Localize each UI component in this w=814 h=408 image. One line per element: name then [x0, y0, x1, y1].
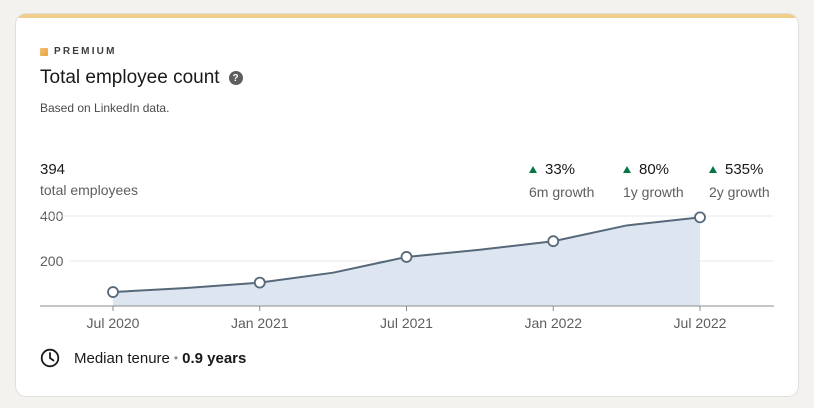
- data-point: [107, 286, 119, 298]
- premium-badge: PREMIUM: [40, 46, 117, 57]
- premium-accent-bar: [16, 14, 798, 18]
- data-point: [400, 251, 413, 263]
- growth-2y-value: 535%: [725, 161, 764, 178]
- x-tick-label: Jan 2022: [524, 315, 582, 331]
- card-header: Total employee count ?: [40, 67, 243, 89]
- total-employee-count: 394: [40, 161, 66, 178]
- premium-label: PREMIUM: [54, 46, 117, 57]
- growth-1y-label: 1y growth: [623, 184, 684, 200]
- up-arrow-icon: [529, 166, 537, 173]
- y-tick-label: 200: [40, 253, 64, 269]
- growth-1y: 80% 1y growth: [623, 161, 684, 200]
- separator-dot: •: [173, 351, 179, 365]
- median-tenure-label: Median tenure: [74, 349, 170, 367]
- total-employee-label: total employees: [40, 182, 139, 198]
- x-tick-label: Jul 2020: [87, 315, 140, 331]
- growth-6m-label: 6m growth: [529, 184, 595, 200]
- up-arrow-icon: [623, 166, 631, 173]
- x-tick-label: Jul 2021: [380, 315, 433, 331]
- x-tick-label: Jan 2021: [231, 315, 289, 331]
- card-subtitle: Based on LinkedIn data.: [40, 101, 170, 115]
- card-title: Total employee count: [40, 67, 220, 88]
- data-point: [694, 211, 706, 224]
- up-arrow-icon: [709, 166, 717, 173]
- x-tick-label: Jul 2022: [674, 315, 727, 331]
- growth-1y-value: 80%: [639, 161, 670, 178]
- growth-2y-label: 2y growth: [709, 184, 770, 200]
- employee-count-card: PREMIUM Total employee count ? Based on …: [16, 14, 798, 396]
- question-circle-icon[interactable]: ?: [228, 71, 243, 85]
- growth-6m: 33% 6m growth: [529, 161, 594, 200]
- growth-2y: 535% 2y growth: [709, 161, 770, 200]
- data-point: [253, 276, 266, 289]
- clock-icon: [40, 348, 60, 368]
- growth-6m-value: 33%: [545, 161, 576, 178]
- data-point: [547, 235, 560, 248]
- median-tenure-value: 0.9 years: [182, 349, 247, 367]
- median-tenure: Median tenure • 0.9 years: [40, 348, 246, 368]
- premium-icon: [40, 47, 48, 56]
